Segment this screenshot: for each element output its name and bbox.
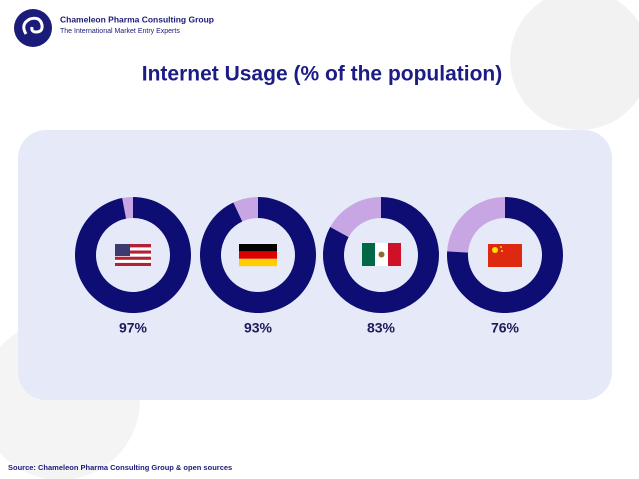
value-label: 93% [244,320,273,336]
donut-group: 97% 93% 83% 76% [75,197,563,336]
company-name: Chameleon Pharma Consulting Group [60,14,214,24]
flag-us [115,244,151,266]
chart-title: Internet Usage (% of the population) [142,63,503,86]
flag-mexico [362,243,401,266]
donut-slice [323,197,439,313]
donut-rest [233,197,258,222]
donut-slice [447,197,563,313]
decoration [510,0,639,130]
flag-germany [239,244,277,267]
donut-rest [447,197,505,253]
value-label: 76% [491,320,520,336]
logo-mark [22,16,44,35]
value-label: 83% [367,320,396,336]
donut-rest [330,197,381,238]
donut-slice [75,197,192,314]
donut-slice [200,197,316,313]
source: Source: Chameleon Pharma Consulting Grou… [8,463,232,472]
tagline: The International Market Entry Experts [60,28,180,35]
flag-china [488,244,522,267]
donut-rest [122,197,133,219]
value-label: 97% [119,320,148,336]
